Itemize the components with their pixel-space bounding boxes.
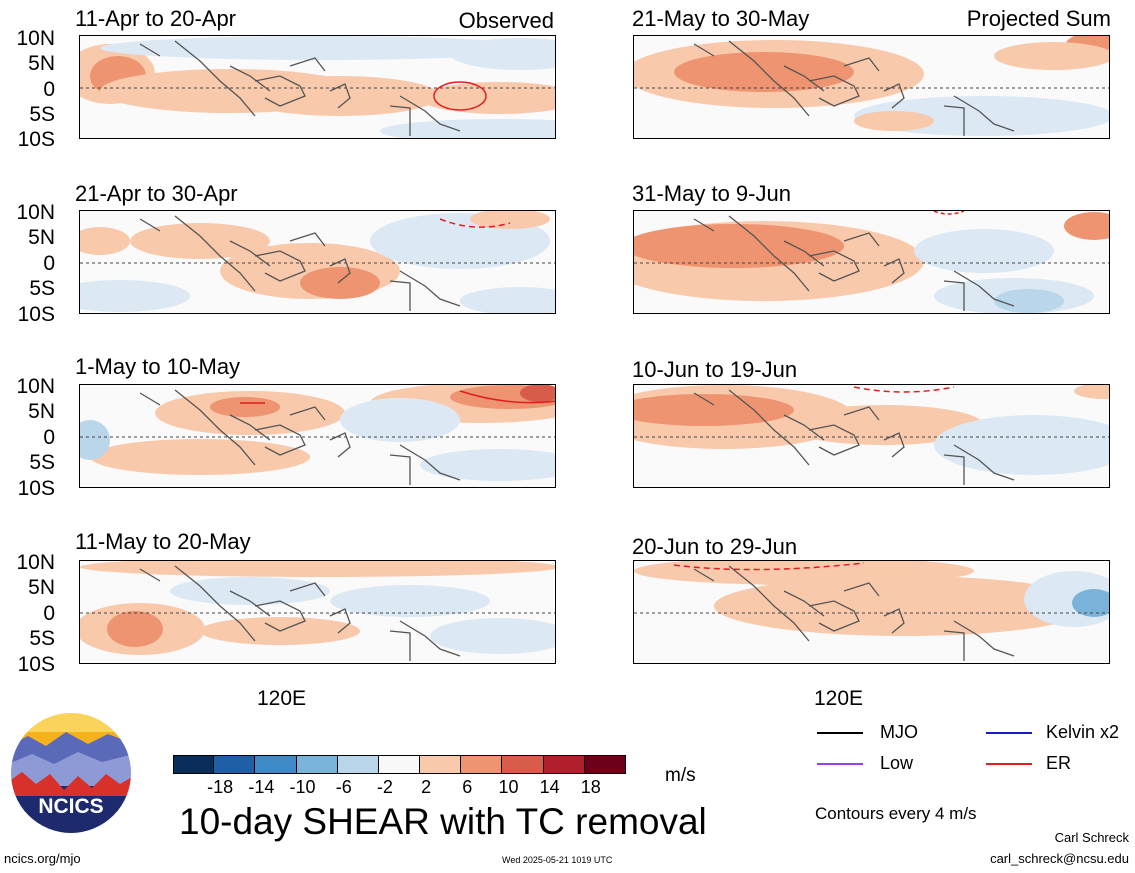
- lat-tick: 10S: [17, 128, 55, 151]
- panel-title: 11-Apr to 20-Apr: [75, 6, 237, 31]
- colorbar-tick-label: -14: [248, 777, 275, 797]
- lat-tick: 5S: [29, 627, 55, 650]
- lat-tick: 5S: [29, 277, 55, 300]
- shear-field: [80, 385, 555, 485]
- shear-field: [634, 561, 1109, 661]
- coastline: [139, 215, 461, 311]
- lat-tick: 10S: [17, 477, 55, 500]
- lat-tick: 5N: [28, 52, 55, 75]
- panel-title: 21-Apr to 30-Apr: [75, 181, 238, 206]
- colorbar-tick-label: -10: [289, 777, 316, 797]
- colorbar-unit: m/s: [665, 765, 696, 786]
- lon-tick: 120E: [814, 687, 864, 710]
- colorbar-tick-label: -18: [207, 777, 234, 797]
- colorbar-frame: [173, 755, 626, 774]
- logo-text: NCICS: [38, 795, 103, 818]
- colorbar-tick-label: 14: [539, 777, 560, 797]
- colorbar-cell: [173, 755, 215, 774]
- lat-tick: 10S: [17, 303, 55, 326]
- coastline: [693, 389, 1015, 485]
- legend-label: Kelvin x2: [1046, 722, 1120, 742]
- shear-field: [80, 561, 555, 661]
- map-panel: [633, 35, 1110, 139]
- lon-tick: 120E: [257, 687, 307, 710]
- map-panel: [633, 210, 1110, 314]
- panel-label-observed: Observed: [458, 8, 554, 33]
- lat-tick: 10N: [16, 375, 55, 398]
- colorbar-tick-label: 18: [580, 777, 601, 797]
- legend-swatch-er: [986, 763, 1032, 765]
- lat-tick: 10N: [16, 551, 55, 574]
- colorbar-tick-label: 10: [498, 777, 519, 797]
- coastline: [693, 565, 1015, 661]
- legend-label: Low: [880, 753, 914, 773]
- panel-title: 1-May to 10-May: [75, 354, 241, 379]
- footer-url: ncics.org/mjo: [4, 851, 81, 866]
- coastline: [139, 565, 461, 661]
- colorbar-tick-label: 6: [462, 777, 473, 797]
- colorbar-cell: [214, 755, 256, 774]
- colorbar-tick-label: 2: [421, 777, 432, 797]
- lat-tick: 5S: [29, 103, 55, 126]
- colorbar-tick-label: -6: [335, 777, 352, 797]
- map-panel: [79, 35, 556, 139]
- lat-tick: 5N: [28, 400, 55, 423]
- panel-title: 10-Jun to 19-Jun: [632, 357, 798, 382]
- footer-author: Carl Schreck: [1054, 830, 1129, 845]
- lat-tick: 0: [43, 252, 55, 275]
- colorbar-cell: [255, 755, 297, 774]
- lat-tick: 5S: [29, 451, 55, 474]
- colorbar-cell: [378, 755, 421, 774]
- legend-swatch-kelvin: [986, 732, 1032, 734]
- legend-label: MJO: [880, 722, 918, 742]
- colorbar-tick-label: -2: [376, 777, 393, 797]
- lat-tick: 0: [43, 426, 55, 449]
- lat-tick: 10S: [17, 653, 55, 676]
- footer-email: carl_schreck@ncsu.edu: [990, 851, 1129, 866]
- coastline: [693, 40, 1015, 136]
- panel-title: 11-May to 20-May: [75, 529, 251, 554]
- colorbar-cell: [502, 755, 544, 774]
- legend-label: ER: [1046, 753, 1072, 773]
- shear-field: [634, 211, 1109, 313]
- panel-label-projected: Projected Sum: [966, 6, 1111, 31]
- panel-title: 20-Jun to 29-Jun: [632, 534, 798, 559]
- map-panel: [79, 210, 556, 314]
- shear-field: [80, 36, 555, 138]
- coastline: [693, 215, 1015, 311]
- lat-tick: 10N: [16, 201, 55, 224]
- map-panel: [79, 560, 556, 664]
- map-panel: [633, 560, 1110, 664]
- main-title: 10-day SHEAR with TC removal: [179, 801, 707, 842]
- lat-tick: 5N: [28, 576, 55, 599]
- shear-field: [80, 211, 555, 313]
- shear-field: [634, 385, 1109, 485]
- colorbar-cell: [420, 755, 462, 774]
- panel-title: 31-May to 9-Jun: [632, 181, 791, 206]
- map-panel: [79, 384, 556, 488]
- ncics-logo: NCICS: [8, 710, 134, 836]
- colorbar-cell: [543, 755, 585, 774]
- lat-tick: 5N: [28, 226, 55, 249]
- shear-field: [634, 36, 1109, 136]
- map-panel: [633, 384, 1110, 488]
- footer-timestamp: Wed 2025-05-21 1019 UTC: [502, 855, 613, 865]
- contours-note: Contours every 4 m/s: [815, 804, 977, 823]
- colorbar-cell: [461, 755, 503, 774]
- legend-swatch-mjo: [817, 732, 863, 734]
- colorbar-cell: [296, 755, 338, 774]
- panel-title: 21-May to 30-May: [632, 6, 810, 31]
- colorbar-cell: [337, 755, 379, 774]
- coastline: [139, 389, 461, 485]
- legend-swatch-low: [817, 763, 863, 765]
- lat-tick: 10N: [16, 27, 55, 50]
- lat-tick: 0: [43, 602, 55, 625]
- coastline: [139, 40, 461, 136]
- lat-tick: 0: [43, 78, 55, 101]
